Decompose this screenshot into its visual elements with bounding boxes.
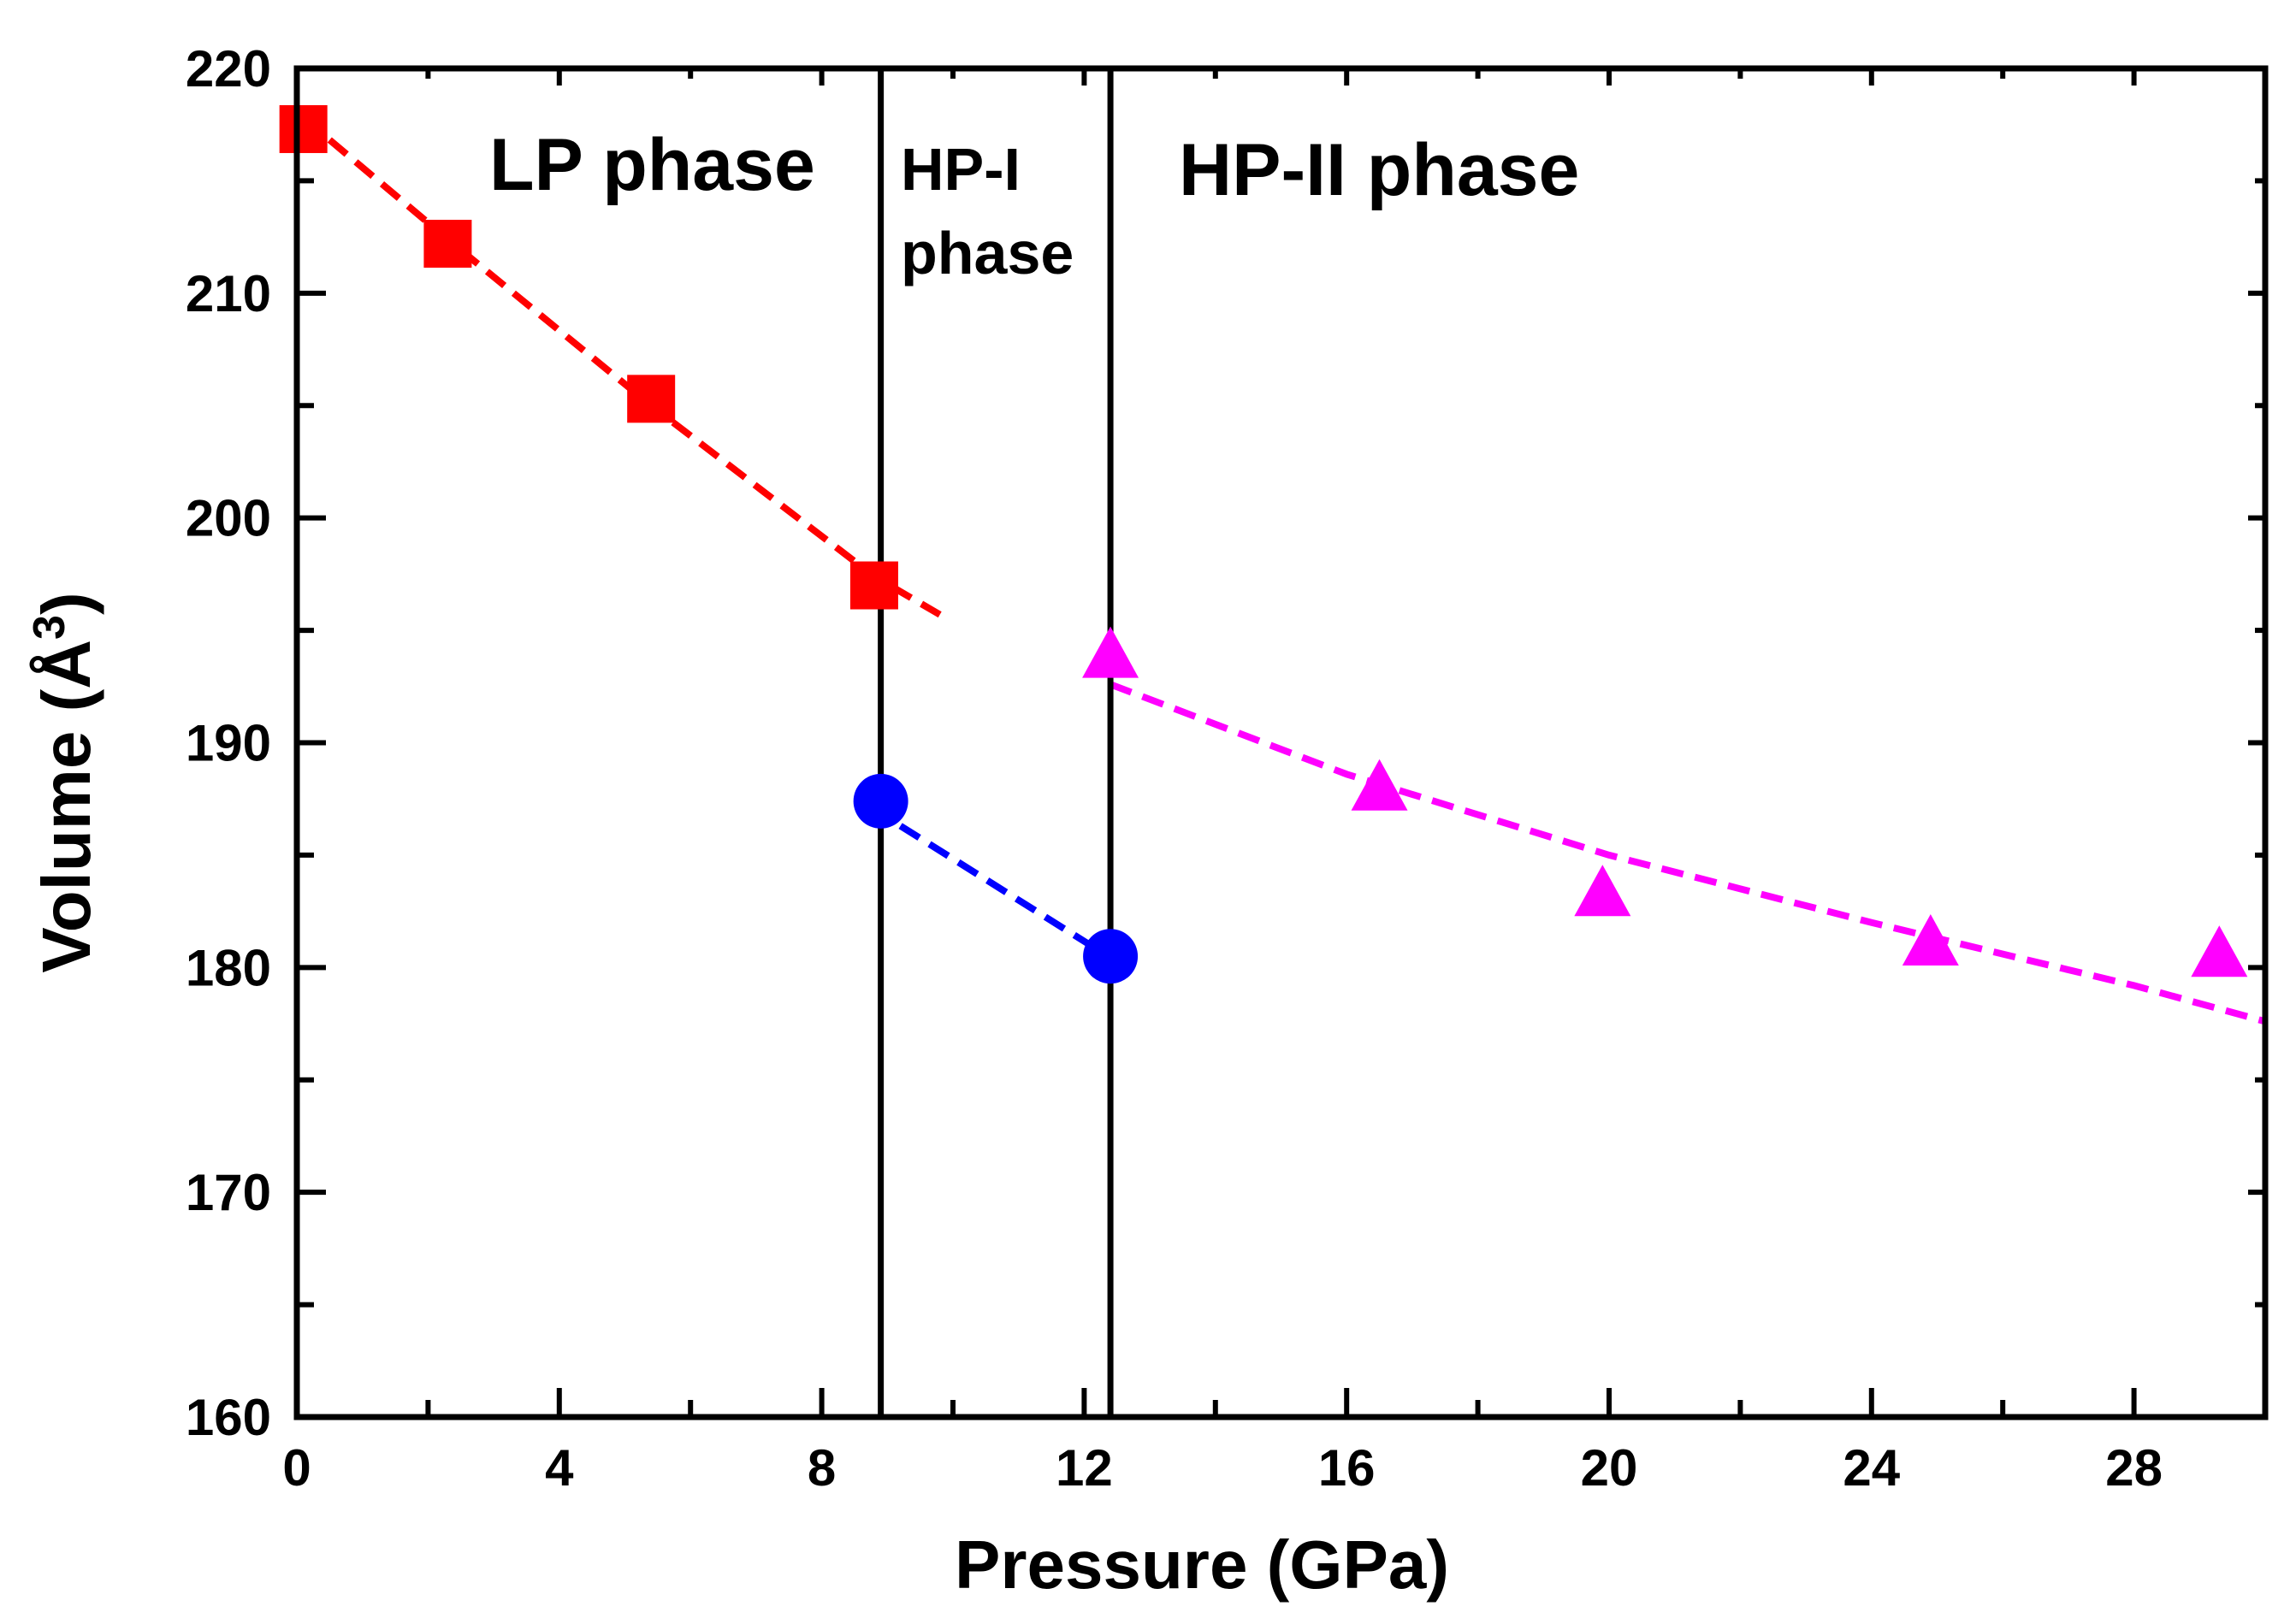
phase-boundaries [878,68,1114,1417]
y-tick-label: 190 [186,715,271,772]
y-axis-title-sup: 3 [25,615,74,640]
x-tick-label: 12 [1056,1439,1113,1497]
annotation-hp1-line1: HP-I [901,136,1021,203]
data-point-square [279,104,328,153]
data-point-triangle [1902,914,1959,966]
annotation-hp1-line2: phase [901,220,1074,286]
data-point-square [423,220,472,269]
data-point-triangle [1574,865,1631,917]
x-tick-label: 24 [1843,1439,1900,1497]
y-axis-title-close: ) [28,592,104,615]
y-tick-label: 220 [186,40,271,97]
data-point-triangle [2191,925,2248,977]
fit-line-triangle [1109,681,2267,1025]
data-point-square [849,561,898,610]
plot-frame [293,65,2269,1420]
y-tick-label: 160 [186,1389,271,1446]
tick-labels: 0 4 8 12 16 20 24 28 160 170 180 190 200 210 220 [186,40,2163,1497]
data-point-triangle [1082,626,1139,678]
y-axis-title-main: Volume (Å [28,640,104,973]
y-tick-label: 200 [186,490,271,547]
x-tick-label: 28 [2105,1439,2163,1497]
data-point-square [627,375,676,423]
x-tick-label: 0 [282,1439,311,1497]
data-point-circle [853,773,908,829]
data-point-triangle [1351,759,1408,811]
y-axis-title: Volume (Å3) [25,592,104,972]
fit-lines [301,115,2267,1025]
fit-line-circle [898,823,1099,953]
x-tick-label: 20 [1581,1439,1638,1497]
axis-ticks [294,66,2268,1420]
x-tick-label: 16 [1318,1439,1376,1497]
y-tick-label: 210 [186,265,271,322]
data-markers [279,104,2248,984]
y-tick-label: 170 [186,1164,271,1221]
annotation-lp-phase: LP phase [489,124,815,206]
annotation-hp2-phase: HP-II phase [1179,129,1579,211]
x-tick-label: 4 [545,1439,574,1497]
x-tick-label: 8 [808,1439,836,1497]
x-axis-title: Pressure (GPa) [955,1527,1449,1603]
y-tick-label: 180 [186,939,271,996]
data-point-circle [1083,929,1139,984]
